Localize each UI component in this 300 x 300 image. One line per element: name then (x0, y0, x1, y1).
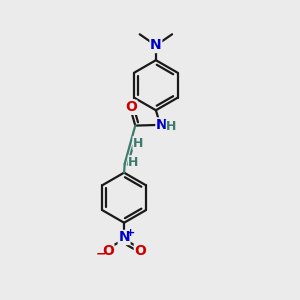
Text: N: N (156, 118, 168, 132)
Text: O: O (125, 100, 137, 114)
Text: H: H (166, 120, 177, 133)
Text: O: O (102, 244, 114, 258)
Text: +: + (126, 228, 135, 238)
Text: H: H (128, 156, 139, 169)
Text: N: N (150, 38, 162, 52)
Text: N: N (118, 230, 130, 244)
Text: H: H (133, 137, 143, 150)
Text: O: O (134, 244, 146, 258)
Text: −: − (96, 248, 107, 261)
